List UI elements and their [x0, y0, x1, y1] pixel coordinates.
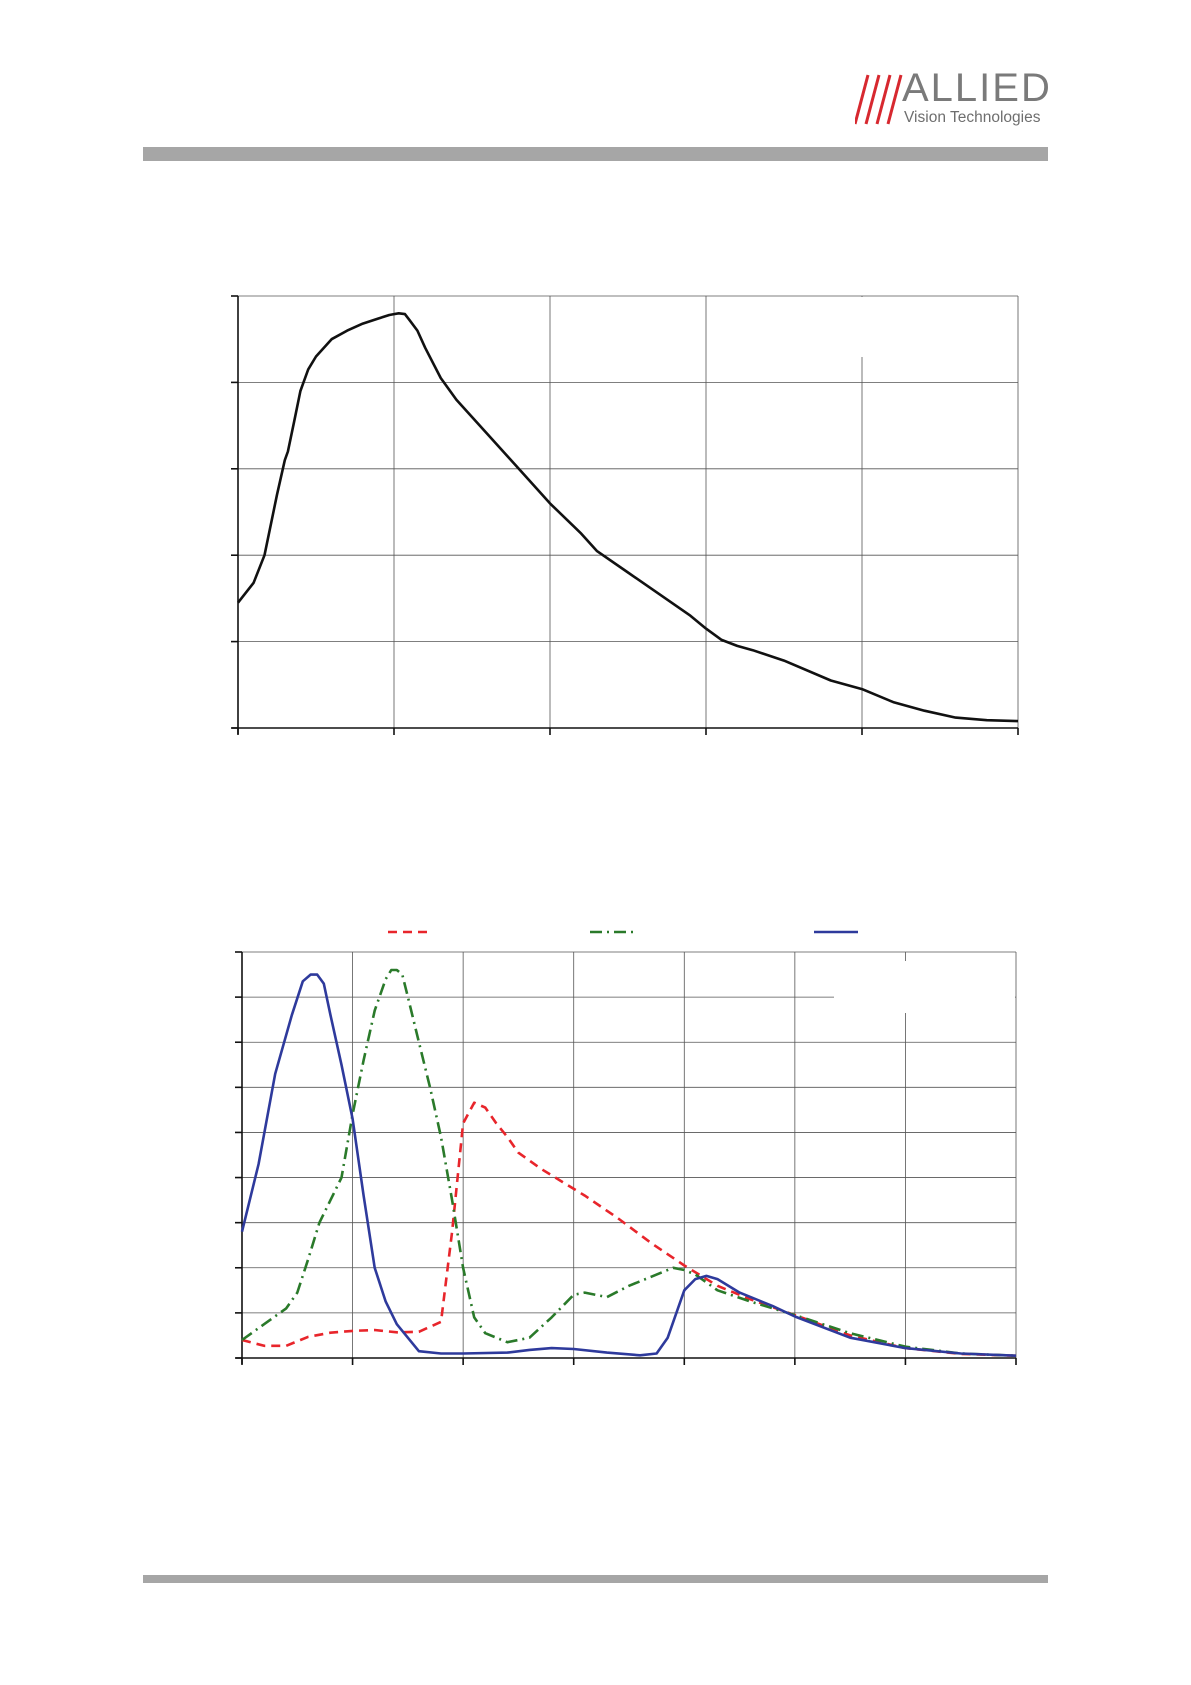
- series-line-2: [241, 968, 1017, 1357]
- logo-subtitle: Vision Technologies: [904, 109, 1041, 126]
- header-rule: [143, 147, 1048, 161]
- series-line-3: [240, 973, 1017, 1357]
- company-logo: ALLIED Vision Technologies: [855, 68, 1055, 128]
- legend-box: [848, 297, 1017, 357]
- series-line-1: [236, 312, 1019, 723]
- footer-rule: [143, 1575, 1048, 1583]
- series-line-1: [241, 1101, 1017, 1357]
- legend-box: [834, 961, 1015, 1013]
- logo-wordmark: ALLIED: [902, 66, 1052, 110]
- logo-slashes: [855, 74, 903, 125]
